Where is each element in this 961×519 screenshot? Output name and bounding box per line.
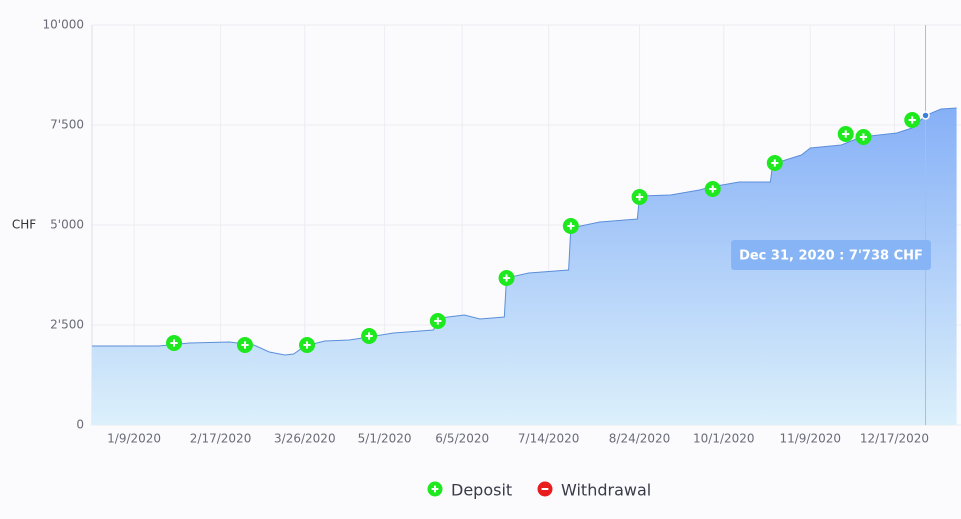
x-tick-label: 2/17/2020 [190, 432, 252, 446]
y-axis-label: CHF [12, 218, 36, 232]
x-tick-label: 12/17/2020 [860, 432, 929, 446]
marker [766, 155, 783, 171]
marker [562, 218, 579, 234]
hover-point [921, 111, 930, 120]
y-tick-label: 0 [76, 418, 84, 432]
marker [704, 181, 721, 197]
x-tick-label: 3/26/2020 [274, 432, 336, 446]
marker [236, 337, 253, 353]
marker [498, 270, 515, 286]
x-tick-label: 6/5/2020 [435, 432, 489, 446]
marker [299, 337, 316, 353]
y-tick-label: 7'500 [50, 118, 84, 132]
x-tick-label: 10/1/2020 [693, 432, 755, 446]
y-tick-label: 2'500 [50, 318, 84, 332]
tooltip-box [731, 240, 931, 270]
x-tick-label: 8/24/2020 [609, 432, 671, 446]
legend-label: Withdrawal [561, 481, 651, 500]
marker [166, 335, 183, 351]
line [92, 107, 957, 356]
x-tick-label: 11/9/2020 [779, 432, 841, 446]
x-tick-label: 5/1/2020 [358, 432, 412, 446]
marker [855, 129, 872, 145]
y-tick-label: 5'000 [50, 218, 84, 232]
marker [631, 189, 648, 205]
y-tick-label: 10'000 [43, 18, 84, 32]
tooltip-label: Dec 31, 2020 : 7'738 CHF [739, 249, 923, 264]
marker [361, 328, 378, 344]
legend-label: Deposit [451, 481, 512, 500]
marker [837, 126, 854, 142]
marker [904, 112, 921, 128]
marker [537, 481, 553, 497]
x-tick-label: 7/14/2020 [518, 432, 580, 446]
marker [429, 313, 446, 329]
tooltip: Dec 31, 2020 : 7'738 CHF [731, 240, 931, 270]
marker [427, 481, 443, 497]
x-tick-label: 1/9/2020 [107, 432, 161, 446]
